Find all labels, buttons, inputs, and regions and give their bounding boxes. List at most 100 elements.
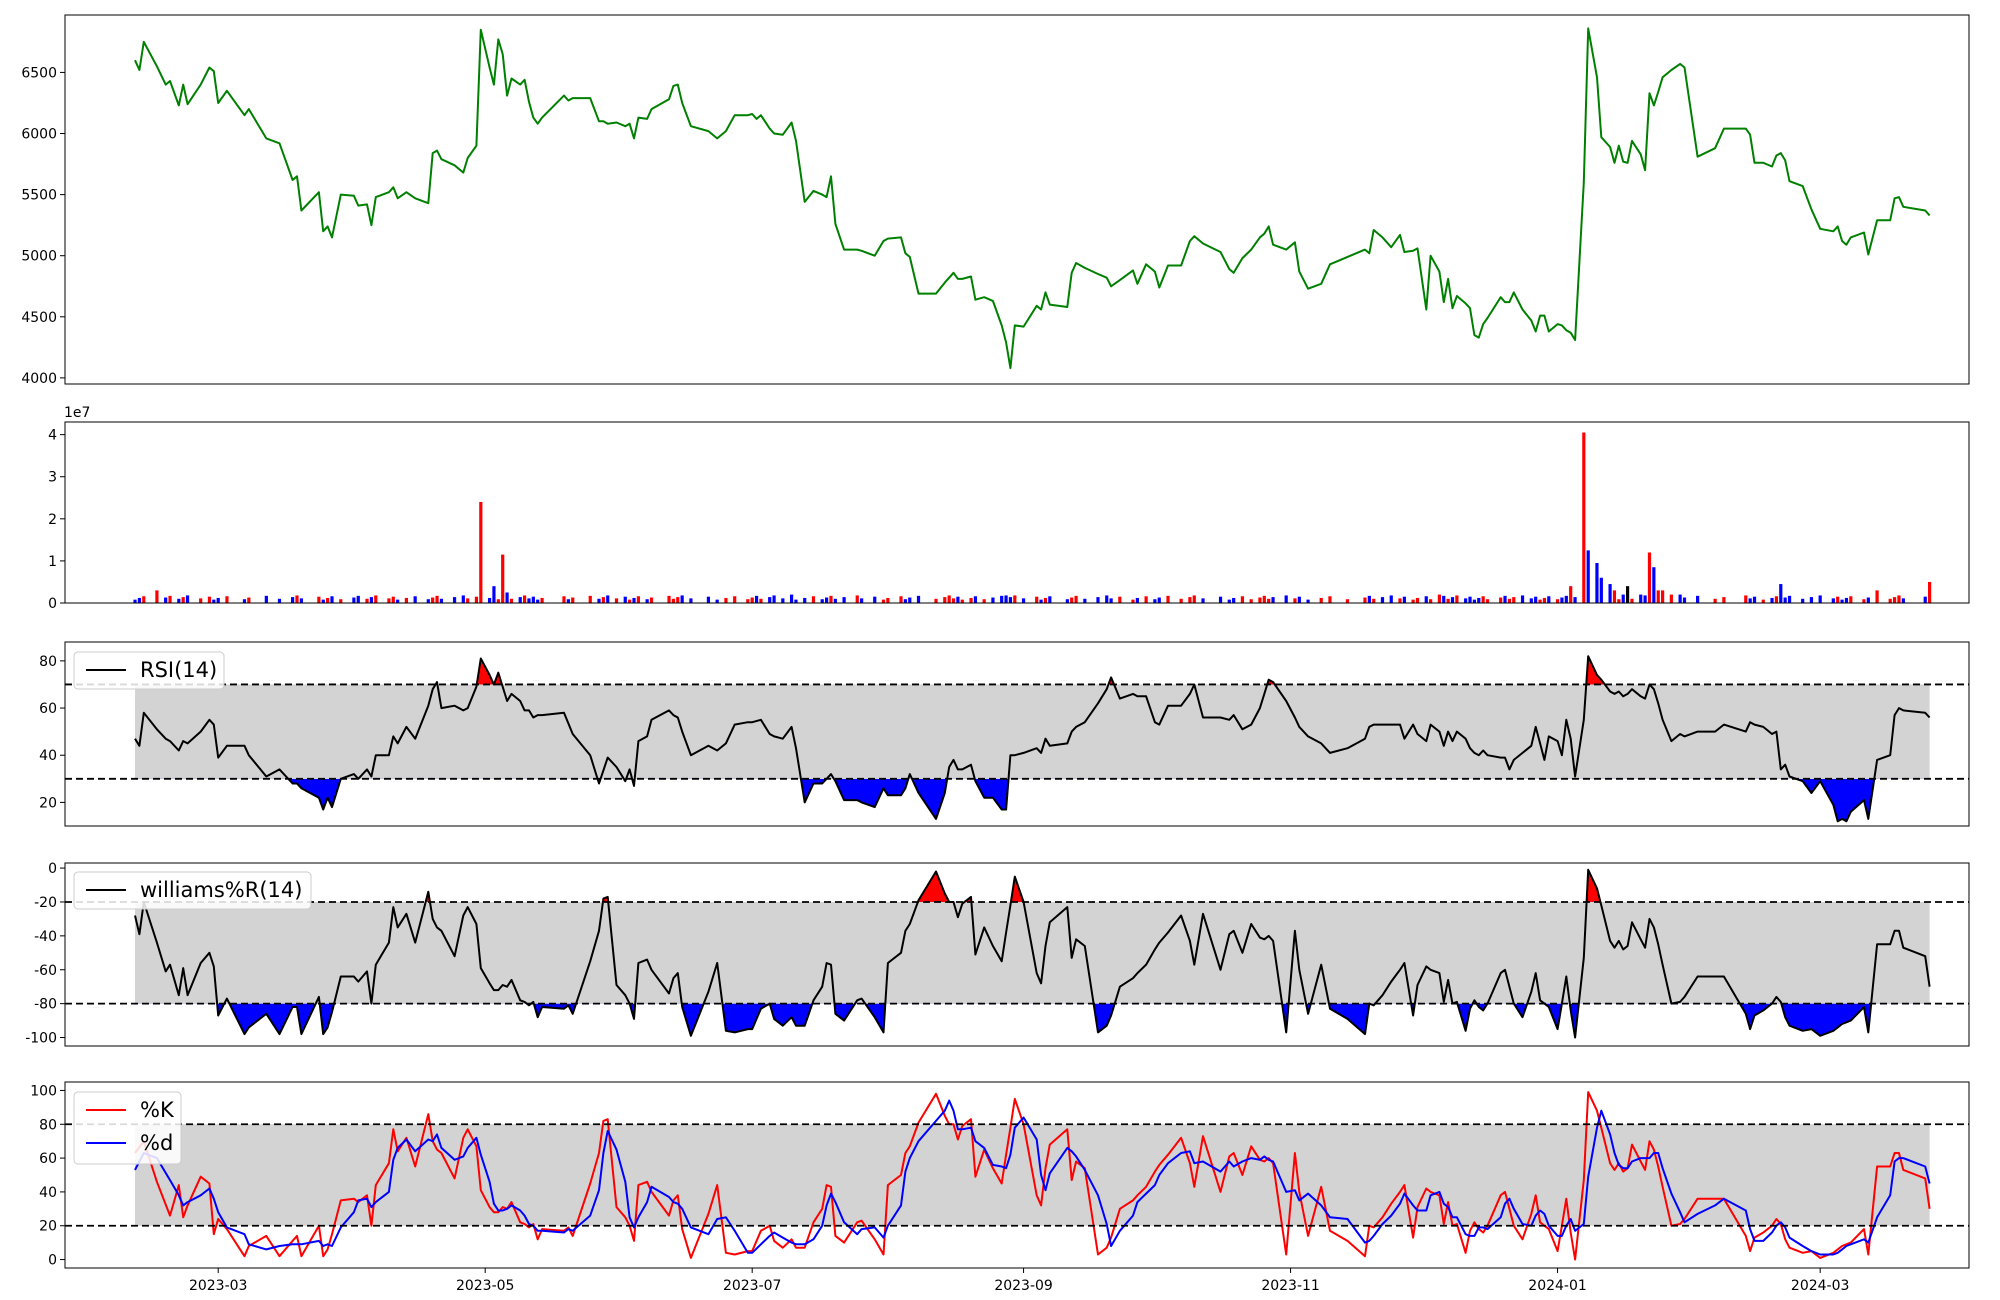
volume-bar (715, 599, 719, 603)
volume-bar (531, 596, 535, 603)
williams-r-plot-frame (64, 862, 1970, 1047)
volume-bar (1722, 597, 1726, 603)
stochastic-ytick-label: 40 (39, 1185, 57, 1201)
stochastic-panel: 0 20 40 60 80 100 2023-03 2023-05 2023-07 2023-09… (30, 1081, 1970, 1294)
volume-ytick-label: 3 (48, 470, 57, 486)
volume-bar (1389, 595, 1393, 603)
volume-bar (562, 596, 566, 603)
price-panel: 4000 4500 5000 5500 6000 6500 (21, 14, 1970, 387)
price-plot-frame (64, 14, 1970, 385)
volume-bar (597, 598, 601, 603)
k-line (134, 1091, 1931, 1261)
rsi-legend-box (73, 651, 225, 690)
volume-bar (733, 596, 737, 603)
volume-bar (676, 597, 680, 603)
volume-bar (356, 595, 360, 603)
volume-bar (1035, 596, 1039, 603)
volume-bar (1892, 597, 1897, 603)
volume-bar (1065, 599, 1069, 603)
volume-bar (1240, 596, 1245, 603)
volume-bar (369, 597, 373, 603)
volume-bar (916, 595, 921, 603)
volume-bar (689, 598, 693, 603)
d-line (134, 1099, 1931, 1256)
volume-bar (365, 598, 369, 603)
volume-bar (1573, 597, 1577, 603)
rsi-line (134, 655, 1931, 823)
williams-r-ytick-label: -40 (34, 929, 57, 945)
volume-bar (943, 597, 947, 603)
volume-bar (133, 599, 137, 603)
volume-bar (1153, 599, 1157, 603)
volume-bar (1135, 597, 1139, 603)
volume-bar (1499, 597, 1503, 603)
x-tick-label: 2024-01 (1528, 1278, 1587, 1294)
volume-bar (317, 596, 321, 603)
volume-bar (1818, 595, 1822, 603)
volume-bar (772, 595, 776, 603)
volume-bar (1779, 584, 1783, 603)
volume-bar (908, 597, 912, 603)
volume-bar (339, 599, 343, 603)
volume-bar (181, 597, 185, 603)
volume-bar (1105, 595, 1109, 603)
volume-ytick-label: 2 (48, 512, 57, 528)
x-tick-label: 2024-03 (1791, 1278, 1850, 1294)
volume-bar (1424, 596, 1428, 603)
volume-bar (842, 597, 846, 603)
volume-bar (168, 595, 172, 603)
volume-bar (1131, 599, 1135, 603)
volume-bar (1866, 597, 1870, 603)
volume-bar (1477, 597, 1481, 603)
volume-bar (1582, 432, 1586, 603)
rsi-oversold-fill (135, 778, 1930, 822)
volume-bar (1617, 599, 1621, 603)
volume-bar (1179, 598, 1183, 603)
volume-bar (164, 597, 168, 603)
volume-bar (1284, 595, 1288, 603)
volume-bar (1188, 597, 1192, 603)
volume-bar (1656, 590, 1660, 603)
volume-bar (1643, 595, 1647, 603)
stochastic-ytick-label: 80 (39, 1117, 57, 1133)
volume-bar (606, 595, 610, 603)
volume-bar (1748, 598, 1752, 603)
volume-bar (1630, 598, 1634, 603)
volume-bar (746, 599, 750, 603)
volume-bar (1271, 597, 1275, 603)
volume-bar (855, 595, 859, 603)
volume-bar (623, 596, 627, 603)
williams-r-legend-box (73, 871, 312, 910)
stochastic-plot-frame (64, 1081, 1970, 1269)
volume-bar (1262, 595, 1266, 603)
volume-bar (571, 597, 575, 603)
volume-bar (636, 596, 640, 603)
volume-bar (903, 599, 907, 603)
volume-plot-frame (64, 421, 1970, 604)
volume-bar (435, 595, 439, 603)
volume-bar (225, 596, 229, 603)
x-tick-label: 2023-05 (456, 1278, 515, 1294)
volume-bar (873, 596, 877, 603)
volume-bar (264, 595, 268, 603)
volume-bar (1503, 595, 1507, 603)
volume-bar (492, 586, 496, 603)
volume-bar (1661, 590, 1665, 603)
volume-bar (291, 597, 295, 603)
volume-bar (1787, 595, 1792, 603)
volume-bar (326, 597, 330, 603)
volume-bar (352, 597, 356, 603)
volume-bar (1293, 598, 1297, 603)
rsi-plot-frame (64, 641, 1970, 827)
volume-bar (185, 595, 190, 603)
volume-bar (811, 596, 816, 603)
volume-bar (1599, 577, 1603, 603)
volume-bar (1258, 597, 1262, 603)
volume-bar (247, 597, 251, 603)
volume-bar (155, 590, 159, 603)
volume-bar (431, 597, 435, 603)
volume-bar (628, 599, 632, 603)
volume-bar (396, 599, 400, 603)
volume-bar (1306, 599, 1310, 603)
